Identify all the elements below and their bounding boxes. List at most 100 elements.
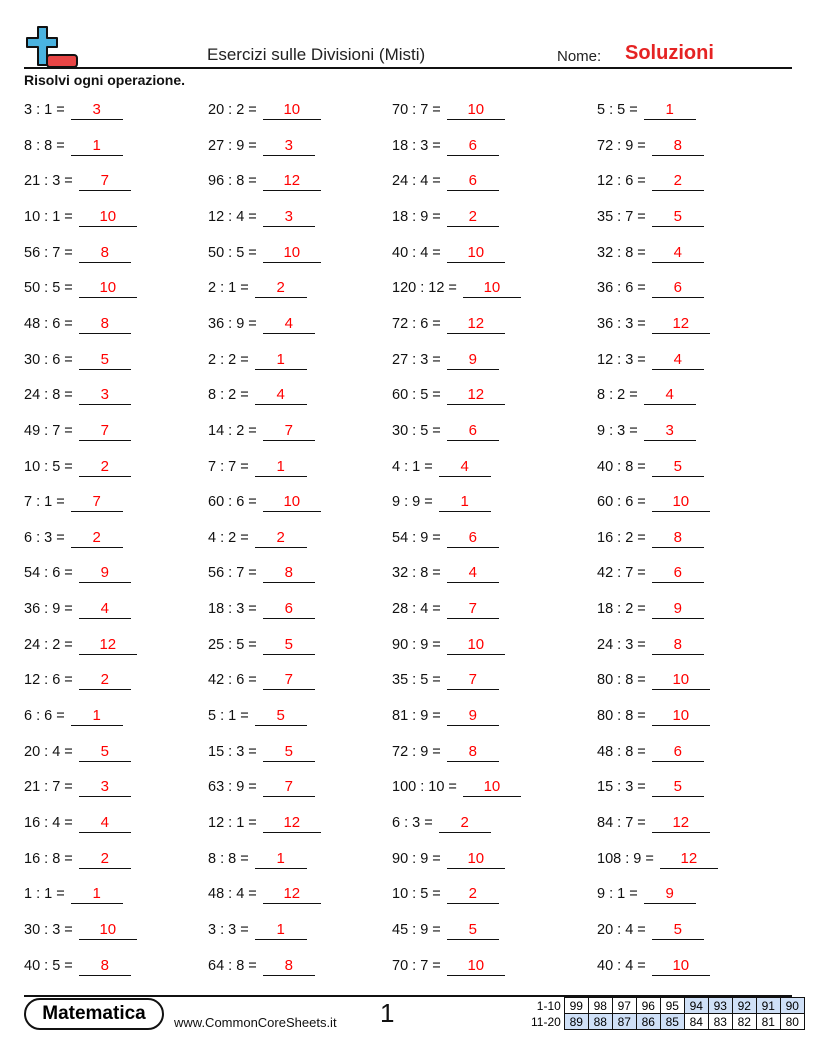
answer-blank[interactable]: 9: [446, 707, 499, 727]
answer-blank[interactable]: 1: [254, 458, 307, 477]
answer-blank[interactable]: 8: [446, 743, 499, 762]
answer-blank[interactable]: 10: [651, 493, 710, 513]
answer-blank[interactable]: 5: [254, 707, 307, 727]
answer-blank[interactable]: 4: [78, 814, 131, 833]
answer-blank[interactable]: 10: [446, 101, 505, 120]
answer-blank[interactable]: 4: [254, 386, 307, 406]
answer-blank[interactable]: 1: [643, 101, 696, 120]
answer-blank[interactable]: 7: [70, 493, 123, 513]
answer-blank[interactable]: 3: [78, 386, 131, 406]
answer-blank[interactable]: 6: [262, 600, 315, 620]
answer-blank[interactable]: 1: [438, 493, 491, 513]
answer-blank[interactable]: 5: [651, 208, 704, 227]
answer-blank[interactable]: 12: [446, 315, 505, 334]
answer-blank[interactable]: 8: [78, 244, 131, 263]
answer-blank[interactable]: 8: [651, 137, 704, 156]
answer-blank[interactable]: 9: [78, 564, 131, 584]
answer-blank[interactable]: 8: [651, 636, 704, 655]
answer-blank[interactable]: 7: [262, 778, 315, 798]
answer-blank[interactable]: 4: [446, 564, 499, 584]
answer-blank[interactable]: 10: [78, 921, 137, 940]
answer-blank[interactable]: 8: [651, 529, 704, 548]
answer-blank[interactable]: 12: [78, 636, 137, 655]
answer-blank[interactable]: 12: [262, 885, 321, 905]
answer-blank[interactable]: 10: [651, 671, 710, 691]
answer-blank[interactable]: 12: [651, 814, 710, 833]
answer-blank[interactable]: 5: [262, 743, 315, 762]
answer-blank[interactable]: 6: [651, 279, 704, 299]
answer-blank[interactable]: 1: [254, 351, 307, 370]
answer-blank[interactable]: 2: [254, 279, 307, 299]
answer-blank[interactable]: 2: [254, 529, 307, 548]
answer-blank[interactable]: 5: [78, 351, 131, 370]
answer-blank[interactable]: 7: [446, 671, 499, 691]
answer-blank[interactable]: 4: [78, 600, 131, 620]
answer-blank[interactable]: 10: [446, 244, 505, 263]
answer-blank[interactable]: 5: [651, 778, 704, 798]
answer-blank[interactable]: 9: [651, 600, 704, 620]
answer-blank[interactable]: 12: [446, 386, 505, 406]
answer-blank[interactable]: 7: [262, 422, 315, 441]
answer-blank[interactable]: 5: [651, 921, 704, 940]
answer-blank[interactable]: 10: [651, 957, 710, 976]
answer-blank[interactable]: 10: [446, 957, 505, 976]
answer-blank[interactable]: 5: [446, 921, 499, 940]
answer-blank[interactable]: 5: [262, 636, 315, 655]
answer-blank[interactable]: 2: [70, 529, 123, 548]
answer-blank[interactable]: 2: [651, 172, 704, 192]
answer-blank[interactable]: 9: [446, 351, 499, 370]
answer-blank[interactable]: 10: [651, 707, 710, 727]
answer-blank[interactable]: 10: [462, 778, 521, 798]
answer-blank[interactable]: 4: [438, 458, 491, 477]
answer-blank[interactable]: 6: [446, 529, 499, 548]
answer-blank[interactable]: 2: [446, 885, 499, 905]
answer-blank[interactable]: 7: [446, 600, 499, 620]
answer-blank[interactable]: 6: [446, 137, 499, 156]
answer-blank[interactable]: 4: [651, 351, 704, 370]
answer-blank[interactable]: 4: [262, 315, 315, 334]
answer-blank[interactable]: 4: [651, 244, 704, 263]
answer-blank[interactable]: 10: [446, 850, 505, 869]
answer-blank[interactable]: 2: [78, 458, 131, 477]
answer-blank[interactable]: 10: [262, 101, 321, 120]
answer-blank[interactable]: 8: [78, 957, 131, 976]
answer-blank[interactable]: 2: [78, 671, 131, 691]
answer-blank[interactable]: 6: [651, 743, 704, 762]
answer-blank[interactable]: 12: [651, 315, 710, 334]
answer-blank[interactable]: 10: [462, 279, 521, 299]
answer-blank[interactable]: 7: [262, 671, 315, 691]
answer-blank[interactable]: 12: [262, 172, 321, 192]
answer-blank[interactable]: 1: [254, 921, 307, 940]
answer-blank[interactable]: 8: [262, 957, 315, 976]
answer-blank[interactable]: 6: [446, 172, 499, 192]
answer-blank[interactable]: 10: [262, 244, 321, 263]
answer-blank[interactable]: 6: [446, 422, 499, 441]
answer-blank[interactable]: 1: [254, 850, 307, 869]
answer-blank[interactable]: 10: [78, 208, 137, 227]
answer-blank[interactable]: 1: [70, 885, 123, 905]
answer-blank[interactable]: 10: [262, 493, 321, 513]
answer-blank[interactable]: 12: [262, 814, 321, 833]
answer-blank[interactable]: 3: [78, 778, 131, 798]
answer-blank[interactable]: 2: [438, 814, 491, 833]
answer-blank[interactable]: 9: [643, 885, 696, 905]
answer-blank[interactable]: 7: [78, 172, 131, 192]
answer-blank[interactable]: 6: [651, 564, 704, 584]
answer-blank[interactable]: 5: [78, 743, 131, 762]
answer-blank[interactable]: 2: [78, 850, 131, 869]
answer-blank[interactable]: 10: [78, 279, 137, 299]
answer-blank[interactable]: 10: [446, 636, 505, 655]
answer-blank[interactable]: 3: [262, 137, 315, 156]
answer-blank[interactable]: 8: [262, 564, 315, 584]
answer-blank[interactable]: 7: [78, 422, 131, 441]
answer-blank[interactable]: 3: [262, 208, 315, 227]
answer-blank[interactable]: 2: [446, 208, 499, 227]
answer-blank[interactable]: 12: [659, 850, 718, 869]
answer-blank[interactable]: 1: [70, 137, 123, 156]
answer-blank[interactable]: 8: [78, 315, 131, 334]
answer-blank[interactable]: 3: [643, 422, 696, 441]
answer-blank[interactable]: 4: [643, 386, 696, 406]
answer-blank[interactable]: 1: [70, 707, 123, 727]
answer-blank[interactable]: 3: [70, 101, 123, 120]
answer-blank[interactable]: 5: [651, 458, 704, 477]
